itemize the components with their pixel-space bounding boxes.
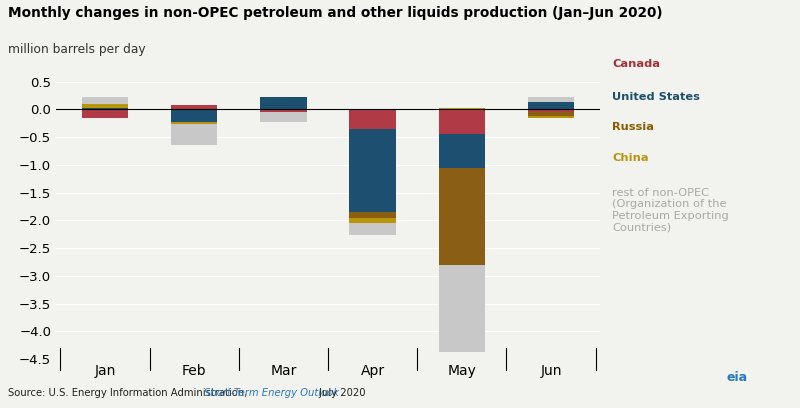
Bar	[260, 97, 306, 109]
Bar	[260, 112, 306, 122]
Bar	[82, 108, 128, 109]
Bar	[438, 168, 485, 265]
Bar	[350, 109, 396, 129]
Bar	[350, 212, 396, 217]
Bar	[350, 129, 396, 212]
Text: Monthly changes in non-OPEC petroleum and other liquids production (Jan–Jun 2020: Monthly changes in non-OPEC petroleum an…	[8, 6, 662, 20]
Bar	[171, 124, 218, 145]
Bar	[438, 134, 485, 168]
Bar	[528, 112, 574, 116]
Bar	[528, 109, 574, 112]
Bar	[528, 102, 574, 109]
Bar	[528, 116, 574, 118]
Text: China: China	[612, 153, 649, 163]
Bar	[171, 109, 218, 122]
Bar	[171, 122, 218, 124]
Bar	[82, 109, 128, 118]
Bar	[528, 97, 574, 102]
Bar	[82, 104, 128, 108]
Text: rest of non-OPEC
(Organization of the
Petroleum Exporting
Countries): rest of non-OPEC (Organization of the Pe…	[612, 188, 729, 233]
Text: million barrels per day: million barrels per day	[8, 43, 146, 56]
Text: Canada: Canada	[612, 59, 660, 69]
Text: Short-Term Energy Outlook: Short-Term Energy Outlook	[204, 388, 339, 398]
Text: July 2020: July 2020	[316, 388, 366, 398]
Bar	[82, 97, 128, 104]
Bar	[171, 105, 218, 109]
Bar	[438, 265, 485, 353]
Text: Russia: Russia	[612, 122, 654, 133]
Text: United States: United States	[612, 92, 700, 102]
Bar	[350, 217, 396, 223]
Bar	[438, 109, 485, 134]
Text: Source: U.S. Energy Information Administration,: Source: U.S. Energy Information Administ…	[8, 388, 250, 398]
Bar	[350, 223, 396, 235]
Bar	[438, 108, 485, 109]
Text: eia: eia	[727, 370, 748, 384]
Bar	[260, 109, 306, 112]
